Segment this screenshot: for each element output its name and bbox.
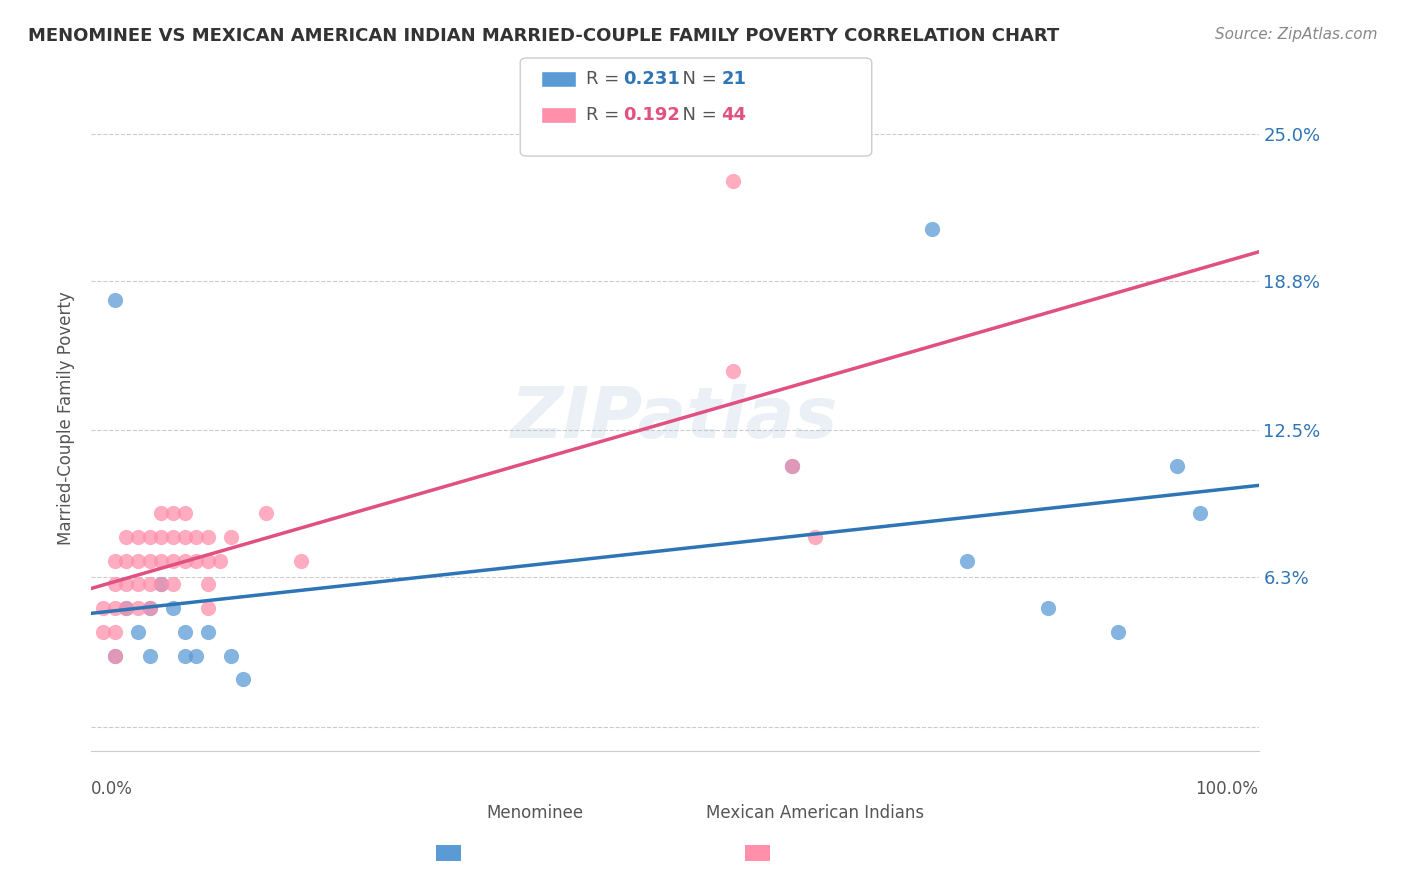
Point [138,577,160,591]
Text: 44: 44 [721,106,747,124]
Point [127,601,149,615]
Text: MENOMINEE VS MEXICAN AMERICAN INDIAN MARRIED-COUPLE FAMILY POVERTY CORRELATION C: MENOMINEE VS MEXICAN AMERICAN INDIAN MAR… [28,27,1059,45]
Text: Mexican American Indians: Mexican American Indians [706,804,924,822]
Point [197,624,219,639]
Point [103,293,125,307]
Point [162,577,184,591]
Point [115,601,138,615]
Point [103,577,125,591]
Point [91,601,114,615]
Point [723,174,745,188]
Text: N =: N = [671,70,723,88]
Point [138,530,160,544]
Point [138,554,160,568]
Point [162,530,184,544]
Point [150,577,173,591]
Text: 0.231: 0.231 [623,70,679,88]
Point [186,530,208,544]
Point [103,648,125,663]
Point [197,530,219,544]
Point [162,554,184,568]
Point [127,554,149,568]
Point [138,648,160,663]
Point [197,601,219,615]
Point [956,554,979,568]
Text: N =: N = [671,106,723,124]
Point [127,624,149,639]
Point [127,530,149,544]
Point [723,364,745,378]
Point [103,554,125,568]
Point [780,458,803,473]
Text: 0.0%: 0.0% [91,780,134,798]
Point [127,577,149,591]
Point [1166,458,1188,473]
Text: R =: R = [586,70,626,88]
Point [150,530,173,544]
Point [103,624,125,639]
Text: 100.0%: 100.0% [1195,780,1258,798]
Y-axis label: Married-Couple Family Poverty: Married-Couple Family Poverty [58,292,75,545]
Point [219,530,242,544]
Point [208,554,231,568]
Point [103,601,125,615]
Point [1108,624,1130,639]
Text: Source: ZipAtlas.com: Source: ZipAtlas.com [1215,27,1378,42]
Point [173,554,195,568]
Point [197,577,219,591]
Point [254,506,277,520]
Point [186,554,208,568]
Point [138,601,160,615]
Point [162,601,184,615]
Point [173,530,195,544]
Point [921,221,943,235]
Point [232,673,254,687]
Point [173,648,195,663]
Point [115,577,138,591]
Text: 0.192: 0.192 [623,106,679,124]
Point [173,506,195,520]
Point [780,458,803,473]
Point [115,554,138,568]
Point [91,624,114,639]
Point [804,530,827,544]
Point [197,554,219,568]
Point [186,648,208,663]
Point [115,530,138,544]
Point [150,506,173,520]
Text: Menominee: Menominee [486,804,583,822]
Point [1038,601,1060,615]
Text: 21: 21 [721,70,747,88]
Point [150,554,173,568]
Text: R =: R = [586,106,626,124]
Point [1189,506,1212,520]
Point [150,577,173,591]
Point [103,648,125,663]
Point [162,506,184,520]
Point [115,601,138,615]
Point [219,648,242,663]
Point [138,601,160,615]
Point [173,624,195,639]
Point [290,554,312,568]
Text: ZIPatlas: ZIPatlas [512,384,838,453]
